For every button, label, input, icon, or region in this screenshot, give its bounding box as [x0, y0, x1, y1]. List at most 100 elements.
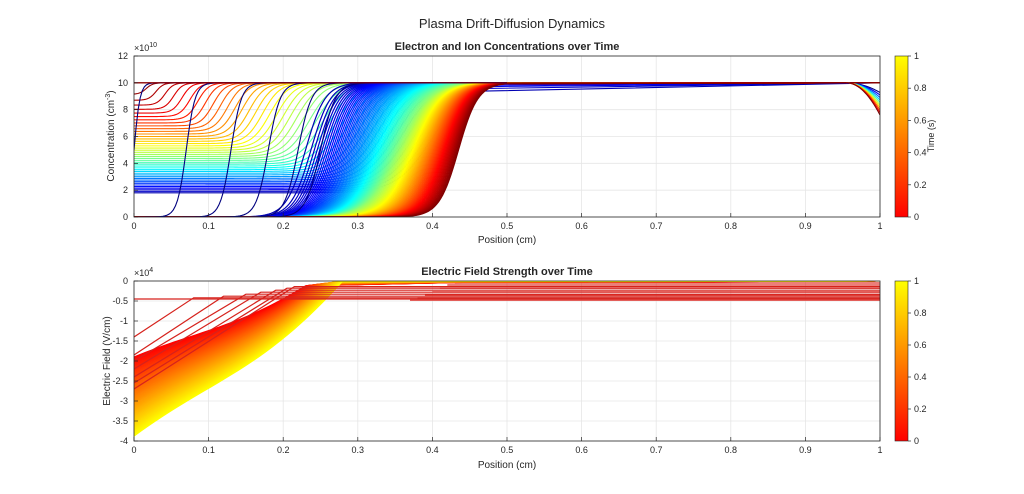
x-tick-label: 1 — [877, 445, 882, 455]
x-tick-label: 1 — [877, 221, 882, 231]
electron-profile-line — [134, 82, 880, 217]
x-tick-label: 0.5 — [501, 445, 514, 455]
electric-field-title: Electric Field Strength over Time — [421, 266, 593, 278]
electron-profile-line — [134, 82, 880, 217]
colorbar-top-label: Time (s) — [926, 120, 936, 153]
y-tick-label: 6 — [123, 132, 128, 142]
concentration-xlabel: Position (cm) — [478, 235, 536, 246]
x-tick-label: 0.7 — [650, 221, 663, 231]
x-tick-label: 0.4 — [426, 221, 439, 231]
field-early-line — [134, 286, 880, 390]
y-tick-label: -3.5 — [112, 416, 128, 426]
y-tick-label: -4 — [120, 436, 128, 446]
colorbar-tick-label: 0 — [914, 212, 919, 222]
colorbar-tick-label: 1 — [914, 51, 919, 61]
electron-profile-line — [134, 82, 880, 217]
y-tick-label: 0 — [123, 212, 128, 222]
electron-profile-line — [134, 82, 880, 217]
electron-profile-line — [134, 82, 880, 217]
field-profile-line — [134, 281, 880, 437]
x-tick-label: 0.7 — [650, 445, 663, 455]
x-tick-label: 0.2 — [277, 445, 290, 455]
electron-profile-line — [134, 82, 880, 217]
colorbar-top: 0 0.2 0.4 0.6 0.8 1 Time (s) — [894, 51, 936, 222]
y-tick-label: 2 — [123, 185, 128, 195]
electron-profile-line — [134, 82, 880, 217]
x-tick-label: 0.3 — [352, 221, 365, 231]
colorbar-tick-label: 0.4 — [914, 372, 927, 382]
y-tick-label: -2.5 — [112, 376, 128, 386]
field-early-line — [134, 295, 880, 356]
x-tick-label: 0 — [131, 221, 136, 231]
y-tick-label: -1 — [120, 316, 128, 326]
electron-profile-line — [134, 82, 880, 217]
colorbar-tick-label: 0.8 — [914, 308, 927, 318]
field-early-line — [134, 297, 880, 338]
concentration-multiplier: ×1010 — [134, 42, 157, 53]
colorbar-bottom: 0 0.2 0.4 0.6 0.8 1 — [894, 276, 927, 446]
electric-field-multiplier: ×104 — [134, 267, 153, 278]
electron-profile-line — [134, 82, 880, 217]
x-tick-label: 0.1 — [202, 445, 215, 455]
x-tick-label: 0.8 — [725, 221, 738, 231]
electron-profile-line — [134, 82, 880, 217]
colorbar-tick-label: 0.6 — [914, 115, 927, 125]
field-early-line — [134, 289, 880, 378]
electron-profile-line — [134, 82, 880, 217]
colorbar-bottom-ticks: 0 0.2 0.4 0.6 0.8 1 — [908, 276, 927, 446]
electron-profile-line — [134, 82, 880, 217]
field-early-line — [134, 287, 880, 384]
colorbar-tick-label: 0.2 — [914, 404, 927, 414]
x-tick-label: 0.3 — [352, 445, 365, 455]
x-tick-label: 0.5 — [501, 221, 514, 231]
electron-profile-line — [134, 82, 880, 217]
y-tick-label: 12 — [118, 51, 128, 61]
y-tick-label: 4 — [123, 158, 128, 168]
y-tick-label: -2 — [120, 356, 128, 366]
colorbar-tick-label: 1 — [914, 276, 919, 286]
x-tick-label: 0 — [131, 445, 136, 455]
electron-profile-line — [134, 82, 880, 217]
electron-profile-line — [134, 82, 880, 217]
electric-field-xlabel: Position (cm) — [478, 460, 536, 471]
electron-profile-line — [134, 82, 880, 217]
colorbar-top-ticks: 0 0.2 0.4 0.6 0.8 1 — [908, 51, 927, 222]
x-tick-label: 0.8 — [725, 445, 738, 455]
electric-field-axes: 0 0.1 0.2 0.3 0.4 0.5 0.6 0.7 0.8 0.9 1 -4 -3.5 -3 -2.… — [102, 266, 883, 471]
colorbar-tick-label: 0.6 — [914, 340, 927, 350]
x-tick-label: 0.6 — [575, 445, 588, 455]
electric-field-ylabel: Electric Field (V/cm) — [102, 316, 113, 405]
y-tick-label: 10 — [118, 78, 128, 88]
field-early-line — [134, 291, 880, 370]
y-tick-label: -1.5 — [112, 336, 128, 346]
colorbar-tick-label: 0 — [914, 436, 919, 446]
x-tick-label: 0.9 — [799, 445, 812, 455]
colorbar-tick-label: 0.8 — [914, 83, 927, 93]
electric-field-ticks: 0 0.1 0.2 0.3 0.4 0.5 0.6 0.7 0.8 0.9 1 -4 -3.5 -3 -2.… — [112, 276, 882, 455]
x-tick-label: 0.6 — [575, 221, 588, 231]
y-tick-label: -3 — [120, 396, 128, 406]
y-tick-label: 0 — [123, 276, 128, 286]
electron-profile-line — [134, 82, 880, 217]
electric-field-lines — [134, 281, 880, 437]
x-tick-label: 0.4 — [426, 445, 439, 455]
electron-profile-line — [134, 82, 880, 217]
electron-profile-line — [134, 82, 880, 217]
electron-profile-line — [134, 82, 880, 217]
electron-profile-line — [134, 82, 880, 217]
right-dip-line — [846, 82, 880, 116]
y-tick-label: -0.5 — [112, 296, 128, 306]
x-tick-label: 0.9 — [799, 221, 812, 231]
concentration-ylabel: Concentration (cm-3) — [105, 90, 117, 181]
y-tick-label: 8 — [123, 105, 128, 115]
figure-suptitle: Plasma Drift-Diffusion Dynamics — [419, 16, 606, 31]
x-tick-label: 0.1 — [202, 221, 215, 231]
colorbar-tick-label: 0.2 — [914, 180, 927, 190]
concentration-title: Electron and Ion Concentrations over Tim… — [395, 41, 620, 53]
field-early-line — [134, 293, 880, 362]
x-tick-label: 0.2 — [277, 221, 290, 231]
colorbar-tick-label: 0.4 — [914, 148, 927, 158]
